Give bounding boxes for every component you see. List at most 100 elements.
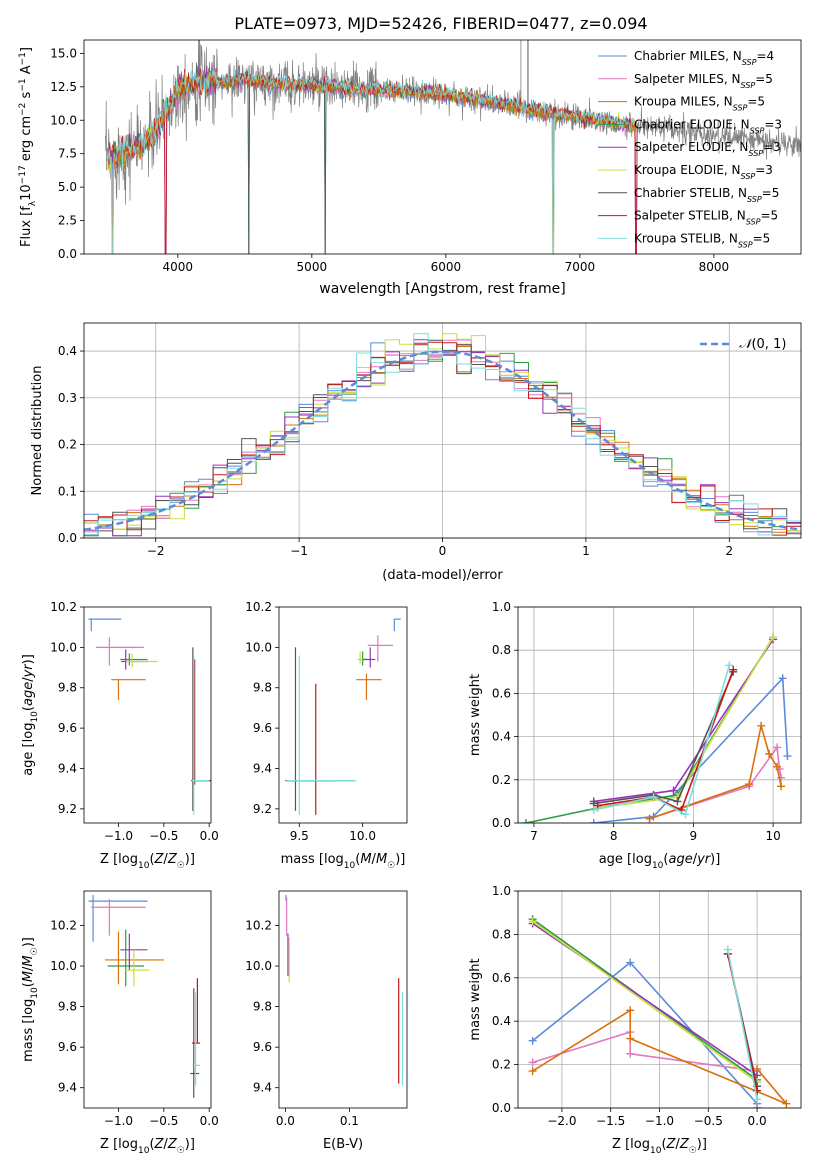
x-tick-label: 1 bbox=[582, 544, 590, 558]
weight-marker bbox=[528, 1058, 537, 1067]
axes-frame bbox=[517, 890, 802, 1109]
histogram-series bbox=[84, 351, 801, 537]
axes-frame bbox=[278, 890, 408, 1109]
x-tick-label: 9 bbox=[690, 829, 698, 843]
y-tick-label: 0.8 bbox=[492, 643, 511, 657]
x-tick-label: 10.0 bbox=[349, 829, 376, 843]
weight-line bbox=[532, 920, 758, 1083]
legend-label: Kroupa ELODIE, NSSP=3 bbox=[634, 163, 773, 181]
y-tick-label: 10.2 bbox=[50, 600, 77, 614]
weight-line bbox=[597, 669, 734, 812]
legend: Chabrier MILES, NSSP=4 Salpeter MILES, NS… bbox=[598, 49, 782, 249]
model-spectrum bbox=[107, 70, 638, 254]
x-tick-label: −2.0 bbox=[547, 1114, 576, 1128]
y-axis-label: Flux [fλ10−17 erg cm−2 s−1 A−1] bbox=[18, 47, 38, 247]
y-tick-label: 9.6 bbox=[253, 721, 272, 735]
x-tick-label: 0.0 bbox=[200, 1114, 219, 1128]
x-tick-label: 0.0 bbox=[748, 1114, 767, 1128]
y-tick-label: 0.3 bbox=[58, 391, 77, 405]
y-tick-label: 10.0 bbox=[245, 959, 272, 973]
y-tick-label: 0.0 bbox=[58, 247, 77, 261]
legend-label: Chabrier MILES, NSSP=4 bbox=[634, 49, 774, 67]
weight-marker bbox=[626, 1034, 635, 1043]
y-tick-label: 9.4 bbox=[58, 761, 77, 775]
weight-marker bbox=[589, 819, 598, 823]
y-tick-label: 1.0 bbox=[492, 884, 511, 898]
weight-marker bbox=[528, 917, 537, 926]
y-tick-label: 9.8 bbox=[253, 1000, 272, 1014]
y-tick-label: 0.4 bbox=[58, 344, 77, 358]
y-tick-label: 9.6 bbox=[253, 1040, 272, 1054]
histogram-axes: −2 −1 0 1 2 0.0 0.1 0.2 0.3 0.4 (data-model)/error… bbox=[30, 322, 802, 583]
weight-marker bbox=[725, 661, 734, 670]
errorbar-points bbox=[285, 618, 401, 815]
weight-line bbox=[593, 671, 734, 805]
y-tick-label: 9.6 bbox=[58, 721, 77, 735]
y-tick-label: 9.6 bbox=[58, 1040, 77, 1054]
weight-marker bbox=[626, 958, 635, 967]
x-tick-label: 2 bbox=[725, 544, 733, 558]
x-axis-label: Z [log10(Z/Z☉)] bbox=[100, 852, 195, 871]
mass-weight-vs-Z-axes: −2.0 −1.5 −1.0 −0.5 0.0 0.0 0.2 0.4 0.6 0.8 1.0 Z [… bbox=[468, 884, 802, 1156]
x-tick-label: −1.0 bbox=[104, 1114, 133, 1128]
errorbar-points bbox=[285, 895, 404, 1086]
y-tick-label: 0.0 bbox=[492, 1101, 511, 1115]
y-tick-label: 0.2 bbox=[58, 438, 77, 452]
legend-label: Salpeter MILES, NSSP=5 bbox=[634, 72, 773, 90]
model-spectrum bbox=[107, 69, 638, 254]
y-tick-label: 10.2 bbox=[50, 918, 77, 932]
x-tick-label: 8000 bbox=[699, 260, 730, 274]
y-tick-label: 9.2 bbox=[58, 802, 77, 816]
y-tick-label: 10.2 bbox=[245, 600, 272, 614]
y-tick-label: 9.4 bbox=[253, 1081, 272, 1095]
x-axis-label: Z [log10(Z/Z☉)] bbox=[100, 1137, 195, 1156]
weight-marker bbox=[589, 806, 598, 815]
age-vs-mass-axes: 9.5 10.0 9.2 9.4 9.6 9.8 10.0 10.2 mass [log10(M… bbox=[245, 600, 408, 871]
x-tick-label: 0.0 bbox=[200, 829, 219, 843]
x-tick-label: −0.5 bbox=[149, 1114, 178, 1128]
y-tick-label: 9.8 bbox=[58, 1000, 77, 1014]
y-tick-label: 0.0 bbox=[492, 816, 511, 830]
y-tick-label: 0.8 bbox=[492, 927, 511, 941]
y-axis-label: mass weight bbox=[468, 674, 483, 756]
x-tick-label: 4000 bbox=[163, 260, 194, 274]
weight-marker bbox=[626, 1049, 635, 1058]
x-tick-label: 7 bbox=[530, 829, 538, 843]
weight-marker bbox=[673, 797, 682, 806]
x-tick-label: 6000 bbox=[431, 260, 462, 274]
y-tick-label: 10.0 bbox=[50, 640, 77, 654]
y-tick-label: 10.0 bbox=[50, 959, 77, 973]
weight-line bbox=[593, 638, 774, 803]
y-tick-label: 10.0 bbox=[50, 113, 77, 127]
weight-lines bbox=[528, 915, 791, 1108]
y-tick-label: 9.8 bbox=[253, 681, 272, 695]
y-tick-label: 10.2 bbox=[245, 918, 272, 932]
y-tick-label: 5.0 bbox=[58, 180, 77, 194]
legend-label: 𝒩(0, 1) bbox=[739, 337, 786, 352]
y-tick-label: 0.4 bbox=[492, 1014, 511, 1028]
x-axis-label: age [log10(age/yr)] bbox=[599, 852, 721, 871]
y-tick-label: 15.0 bbox=[50, 46, 77, 60]
weight-marker bbox=[769, 633, 778, 642]
axes-frame bbox=[83, 39, 802, 255]
x-tick-label: 0.1 bbox=[340, 1114, 359, 1128]
mass-vs-Z-axes: −1.0 −0.5 0.0 9.4 9.6 9.8 10.0 10.2 Z [log10(Z/Z… bbox=[21, 890, 219, 1156]
model-spectrum bbox=[107, 70, 638, 254]
mass-weight-vs-age-axes: 7 8 9 10 0.0 0.2 0.4 0.6 0.8 1.0 age [log10(age/yr… bbox=[468, 600, 802, 871]
x-tick-label: −1.0 bbox=[104, 829, 133, 843]
y-axis-label: Normed distribution bbox=[30, 366, 45, 496]
weight-marker bbox=[745, 780, 754, 789]
weight-marker bbox=[723, 945, 732, 954]
x-axis-label: (data-model)/error bbox=[382, 568, 503, 583]
errorbar-points bbox=[88, 895, 201, 1098]
legend: 𝒩(0, 1) bbox=[700, 337, 786, 352]
weight-marker bbox=[783, 752, 792, 761]
x-tick-label: 10 bbox=[765, 829, 780, 843]
panels: 4000 5000 6000 7000 80000.02.55.07.510.012.5… bbox=[18, 39, 802, 1156]
x-tick-label: −0.5 bbox=[149, 829, 178, 843]
y-tick-label: 12.5 bbox=[50, 80, 77, 94]
weight-marker bbox=[773, 743, 782, 752]
weight-marker bbox=[773, 762, 782, 771]
axes-frame bbox=[278, 606, 408, 824]
